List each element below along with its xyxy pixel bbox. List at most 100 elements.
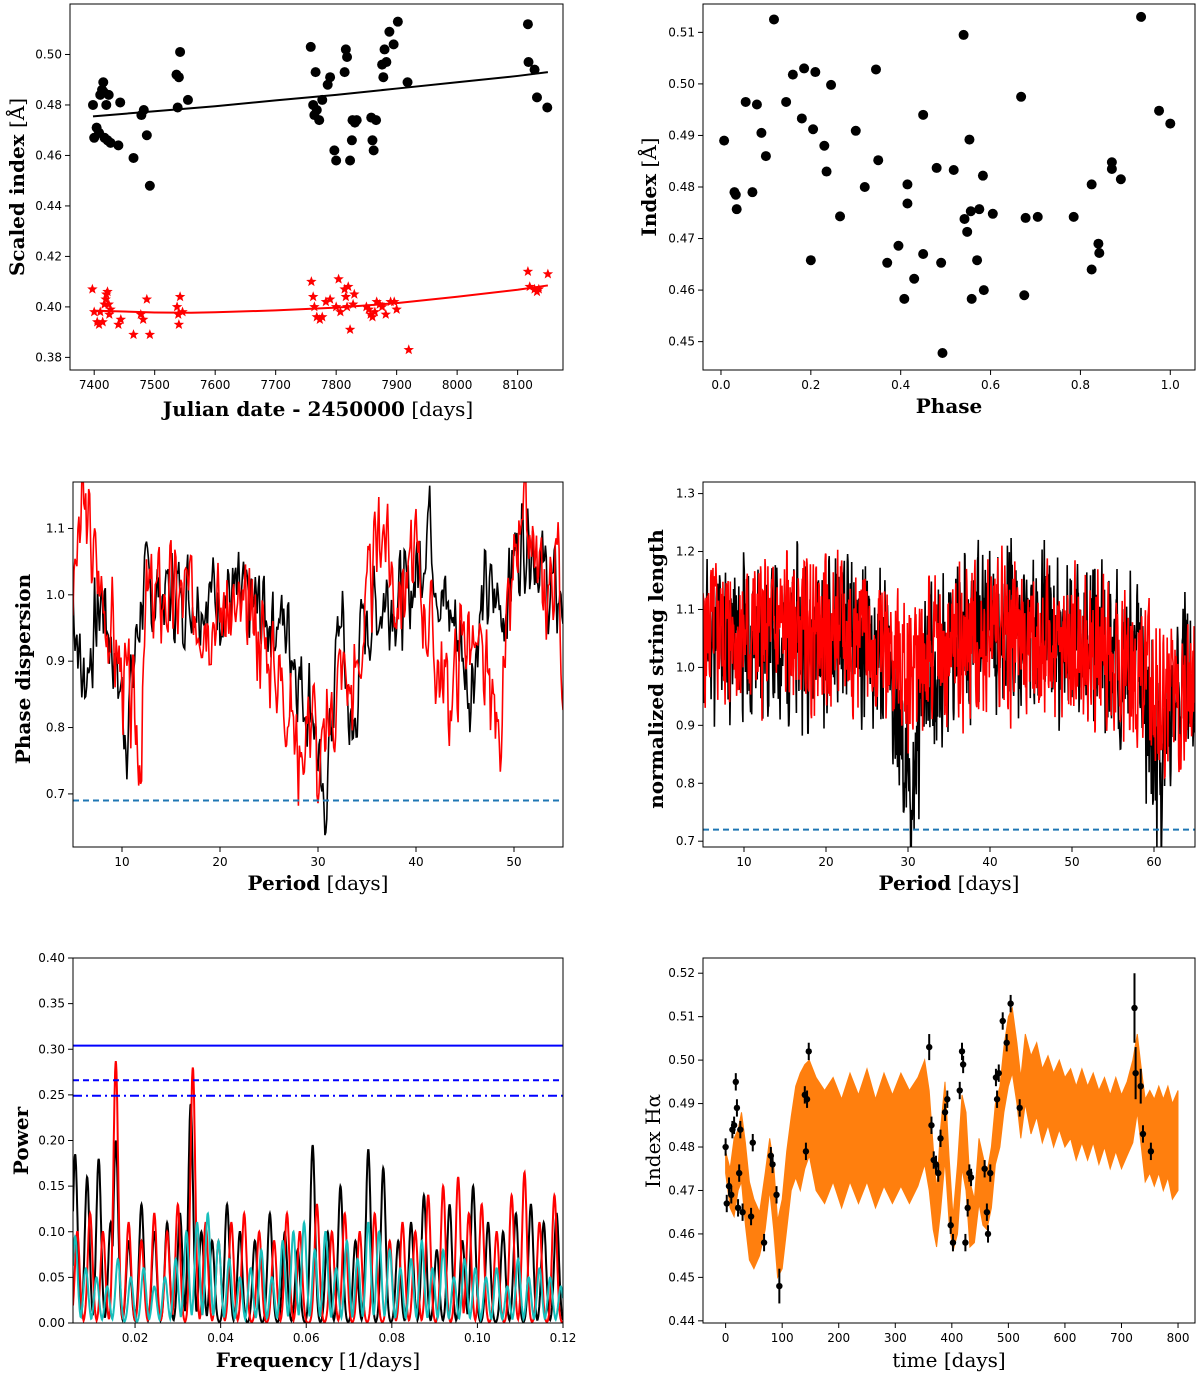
data-point [392, 16, 403, 27]
data-point-star [340, 291, 352, 302]
xlabel-unit: [1/days] [339, 1348, 420, 1372]
data-point [719, 135, 730, 146]
data-point [751, 99, 762, 110]
data-point [1086, 179, 1097, 190]
x-tick-label: 0.8 [1071, 378, 1090, 392]
y-tick-label: 0.51 [668, 1010, 695, 1024]
data-point-star [100, 293, 111, 304]
data-point [331, 155, 342, 166]
data-point-star [320, 296, 332, 307]
data-point [381, 57, 392, 68]
data-point [173, 72, 184, 83]
x-tick-label: 0 [722, 1331, 730, 1345]
x-tick-label: 7500 [139, 378, 170, 392]
ylabel-unit: [Å] [4, 98, 29, 128]
xlabel: Frequency [1/days] [216, 1348, 420, 1372]
y-tick-label: 0.44 [668, 1314, 695, 1328]
data-point-star [347, 298, 359, 309]
data-point [733, 1104, 741, 1112]
x-tick-label: 0.06 [293, 1331, 320, 1345]
y-tick-label: 0.7 [46, 787, 65, 801]
y-tick-label: 0.48 [668, 180, 695, 194]
data-point [730, 189, 741, 200]
data-point [371, 115, 382, 126]
data-point-star [335, 306, 346, 317]
x-tick-label: 0.12 [550, 1331, 577, 1345]
data-point [1147, 1148, 1155, 1155]
data-point-star [144, 329, 156, 340]
data-point-star [115, 314, 127, 324]
data-point [115, 97, 126, 108]
data-point [931, 162, 942, 173]
data-point [339, 67, 350, 78]
data-point [802, 1148, 810, 1155]
data-point-star [137, 314, 149, 324]
data-point-star [349, 288, 360, 299]
ylabel-main: Scaled index [5, 133, 29, 276]
panel-index-halpha-vs-time: 0 100 200 300 400 500 600 700 800 0.44 0.45 0.46 0.4… [641, 957, 1196, 1372]
data-point [805, 255, 816, 266]
x-tick-label: 10 [114, 855, 129, 869]
xlabel-main: Phase [916, 394, 983, 418]
x-tick-label: 40 [408, 855, 423, 869]
ylabel: Power [9, 1106, 33, 1175]
data-point [768, 14, 779, 25]
y-tick-label: 0.00 [38, 1316, 65, 1330]
series-line [703, 545, 1195, 781]
xlabel-main: time [892, 1348, 937, 1372]
data-point [734, 1204, 742, 1212]
x-tick-label: 50 [1064, 855, 1079, 869]
x-tick-label: 60 [1146, 855, 1161, 869]
data-point [999, 1017, 1006, 1025]
y-tick-label: 0.49 [668, 1097, 695, 1111]
data-point [993, 1096, 1001, 1103]
data-point [325, 72, 336, 83]
data-point [958, 1048, 966, 1055]
data-point-star [403, 344, 414, 355]
data-point [87, 99, 98, 110]
data-point [918, 109, 929, 120]
data-point [141, 130, 152, 141]
y-tick-label: 1.0 [676, 660, 695, 674]
x-tick-label: 700 [1110, 1331, 1133, 1345]
data-point [317, 94, 328, 105]
data-point [105, 137, 116, 148]
data-point [1106, 163, 1117, 174]
periodogram-line [73, 1060, 563, 1323]
data-point-star [367, 311, 378, 322]
x-tick-label: 20 [818, 855, 833, 869]
data-point-star [91, 316, 103, 327]
y-tick-label: 0.50 [668, 1053, 695, 1067]
data-point [987, 208, 998, 219]
y-tick-label: 0.45 [668, 335, 695, 349]
data-point-star [363, 303, 375, 314]
data-point [882, 257, 893, 268]
data-point [974, 204, 985, 215]
data-point-star [369, 306, 381, 317]
x-tick-label: 0.08 [378, 1331, 405, 1345]
data-point [379, 44, 390, 55]
data-point [329, 145, 340, 156]
x-tick-label: 40 [982, 855, 997, 869]
data-point [103, 89, 114, 100]
data-point-star [522, 266, 534, 277]
data-point [1132, 1069, 1139, 1077]
data-point [977, 170, 988, 181]
data-point-star [529, 283, 540, 294]
panel-periodogram-power: 0.02 0.04 0.06 0.08 0.10 0.12 0.00 0.05 0.10 0.15… [9, 951, 576, 1372]
data-point [796, 113, 807, 124]
xlabel-unit: [days] [327, 871, 389, 895]
data-point [941, 1109, 949, 1116]
data-point-star [93, 319, 105, 330]
data-point [1068, 211, 1079, 222]
data-point [870, 64, 881, 75]
data-point-star [97, 316, 108, 327]
data-point [388, 39, 399, 50]
data-point [138, 105, 149, 116]
periodogram-line [73, 1211, 563, 1323]
data-point-star [141, 293, 153, 304]
ylabel: normalized string length [644, 529, 668, 809]
data-point [902, 179, 913, 190]
data-point [964, 1204, 971, 1212]
